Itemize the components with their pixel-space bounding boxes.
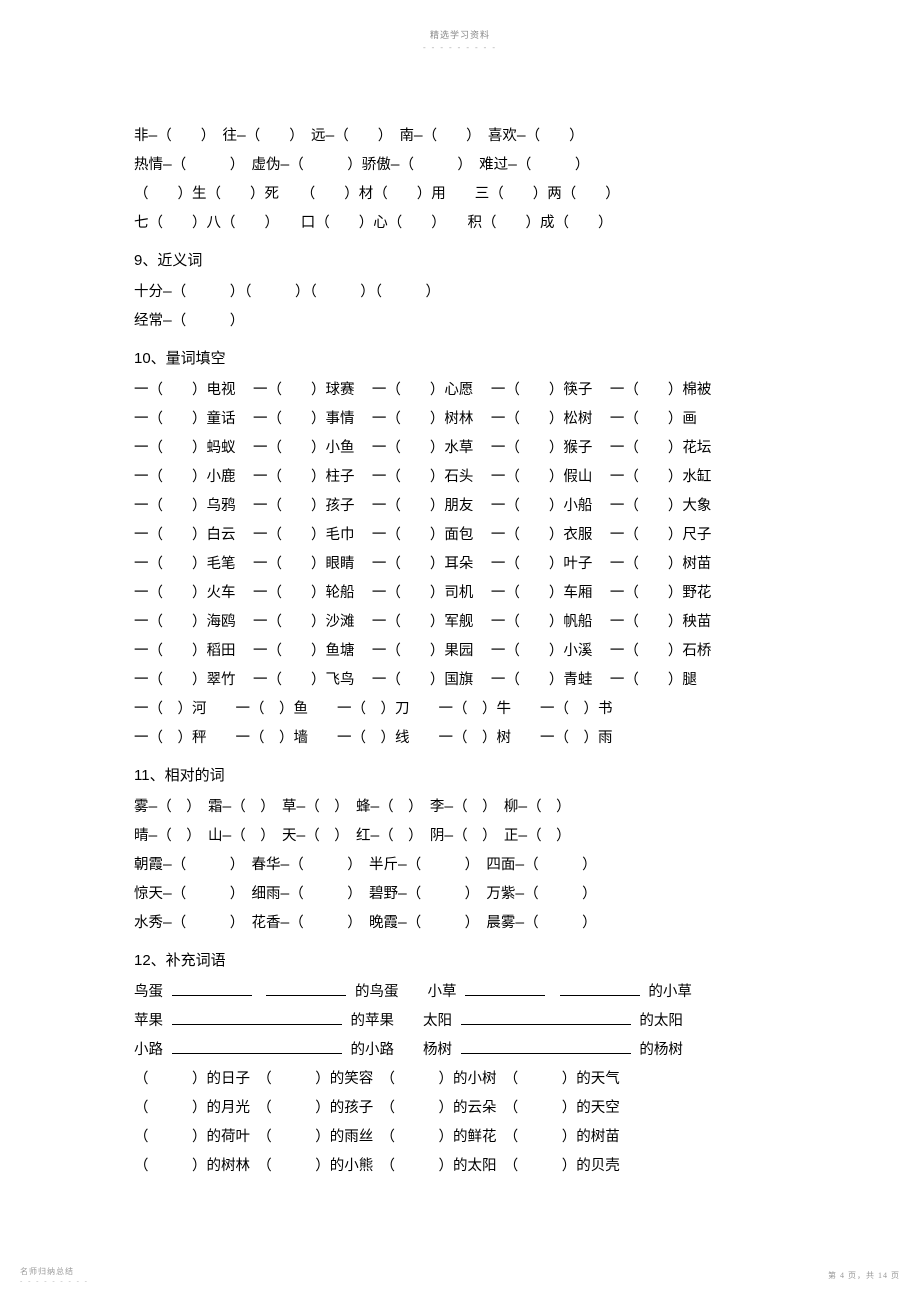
antonym-fillins: 非—（ ） 往—（ ） 远—（ ） 南—（ ） 喜欢—（ ）热情—（ ） 虚伪—… [134, 122, 790, 238]
page-header-title: 精选学习资料 [0, 0, 920, 41]
measure-word-line: 一（ ）蚂蚁 一（ ）小鱼 一（ ）水草 一（ ）猴子 一（ ）花坛 [134, 434, 790, 463]
measure-word-line: 一（ ）火车 一（ ）轮船 一（ ）司机 一（ ）车厢 一（ ）野花 [134, 579, 790, 608]
measure-word-line: 一（ ）河 一（ ）鱼 一（ ）刀 一（ ）牛 一（ ）书 [134, 695, 790, 724]
antonym-line: 非—（ ） 往—（ ） 远—（ ） 南—（ ） 喜欢—（ ） [134, 122, 790, 151]
complete-phrase-line: 小路 的小路 杨树 的杨树 [134, 1036, 790, 1065]
footer-left-dashes: - - - - - - - - - [20, 1277, 89, 1285]
measure-word-line: 一（ ）毛笔 一（ ）眼睛 一（ ）耳朵 一（ ）叶子 一（ ）树苗 [134, 550, 790, 579]
measure-word-line: 一（ ）乌鸦 一（ ）孩子 一（ ）朋友 一（ ）小船 一（ ）大象 [134, 492, 790, 521]
section-11-title: 11、相对的词 [134, 761, 790, 791]
adjective-fillin-line: （ ）的树林 （ ）的小熊 （ ）的太阳 （ ）的贝壳 [134, 1152, 790, 1181]
measure-word-line: 一（ ）翠竹 一（ ）飞鸟 一（ ）国旗 一（ ）青蛙 一（ ）腿 [134, 666, 790, 695]
section-9-title: 9、近义词 [134, 246, 790, 276]
page-header-dashes: - - - - - - - - - [0, 43, 920, 52]
adjective-fillin-line: （ ）的荷叶 （ ）的雨丝 （ ）的鲜花 （ ）的树苗 [134, 1123, 790, 1152]
footer-left-text: 名师归纳总结 [20, 1266, 89, 1277]
antonym-line: 热情—（ ） 虚伪—（ ）骄傲—（ ） 难过—（ ） [134, 151, 790, 180]
measure-word-line: 一（ ）秤 一（ ）墙 一（ ）线 一（ ）树 一（ ）雨 [134, 724, 790, 753]
complete-phrase-line: 鸟蛋 的鸟蛋 小草 的小草 [134, 978, 790, 1007]
antonym-line: （ ）生（ ）死 （ ）材（ ）用 三（ ）两（ ） [134, 180, 790, 209]
section-11-body: 雾—（ ） 霜—（ ） 草—（ ） 蜂—（ ） 李—（ ） 柳—（ ）晴—（ ）… [134, 793, 790, 938]
complete-phrase-line: 苹果 的苹果 太阳 的太阳 [134, 1007, 790, 1036]
adjective-fillin-line: （ ）的月光 （ ）的孩子 （ ）的云朵 （ ）的天空 [134, 1094, 790, 1123]
opposite-pair-line: 水秀—（ ） 花香—（ ） 晚霞—（ ） 晨雾—（ ） [134, 909, 790, 938]
measure-word-line: 一（ ）童话 一（ ）事情 一（ ）树林 一（ ）松树 一（ ）画 [134, 405, 790, 434]
opposite-line: 雾—（ ） 霜—（ ） 草—（ ） 蜂—（ ） 李—（ ） 柳—（ ） [134, 793, 790, 822]
adjective-fillin-line: （ ）的日子 （ ）的笑容 （ ）的小树 （ ）的天气 [134, 1065, 790, 1094]
measure-word-line: 一（ ）海鸥 一（ ）沙滩 一（ ）军舰 一（ ）帆船 一（ ）秧苗 [134, 608, 790, 637]
opposite-pair-line: 朝霞—（ ） 春华—（ ） 半斤—（ ） 四面—（ ） [134, 851, 790, 880]
measure-word-line: 一（ ）小鹿 一（ ）柱子 一（ ）石头 一（ ）假山 一（ ）水缸 [134, 463, 790, 492]
antonym-line: 七（ ）八（ ） 口（ ）心（ ） 积（ ）成（ ） [134, 209, 790, 238]
section-12-title: 12、补充词语 [134, 946, 790, 976]
section-12-parens: （ ）的日子 （ ）的笑容 （ ）的小树 （ ）的天气（ ）的月光 （ ）的孩子… [134, 1065, 790, 1181]
section-9-body: 十分—（ ）（ ）（ ）（ ）经常—（ ） [134, 278, 790, 336]
opposite-pair-line: 惊天—（ ） 细雨—（ ） 碧野—（ ） 万紫—（ ） [134, 880, 790, 909]
section-10-body: 一（ ）电视 一（ ）球赛 一（ ）心愿 一（ ）筷子 一（ ）棉被一（ ）童话… [134, 376, 790, 753]
measure-word-line: 一（ ）白云 一（ ）毛巾 一（ ）面包 一（ ）衣服 一（ ）尺子 [134, 521, 790, 550]
measure-word-line: 一（ ）电视 一（ ）球赛 一（ ）心愿 一（ ）筷子 一（ ）棉被 [134, 376, 790, 405]
section-12-underlines: 鸟蛋 的鸟蛋 小草 的小草苹果 的苹果 太阳 的太阳小路 的小路 杨树 的杨树 [134, 978, 790, 1065]
footer-right: 第 4 页，共 14 页 [828, 1270, 900, 1281]
opposite-line: 晴—（ ） 山—（ ） 天—（ ） 红—（ ） 阴—（ ） 正—（ ） [134, 822, 790, 851]
synonym-line: 经常—（ ） [134, 307, 790, 336]
section-10-title: 10、量词填空 [134, 344, 790, 374]
synonym-line: 十分—（ ）（ ）（ ）（ ） [134, 278, 790, 307]
measure-word-line: 一（ ）稻田 一（ ）鱼塘 一（ ）果园 一（ ）小溪 一（ ）石桥 [134, 637, 790, 666]
document-body: 非—（ ） 往—（ ） 远—（ ） 南—（ ） 喜欢—（ ）热情—（ ） 虚伪—… [0, 52, 920, 1181]
footer-left: 名师归纳总结 - - - - - - - - - [20, 1266, 89, 1285]
